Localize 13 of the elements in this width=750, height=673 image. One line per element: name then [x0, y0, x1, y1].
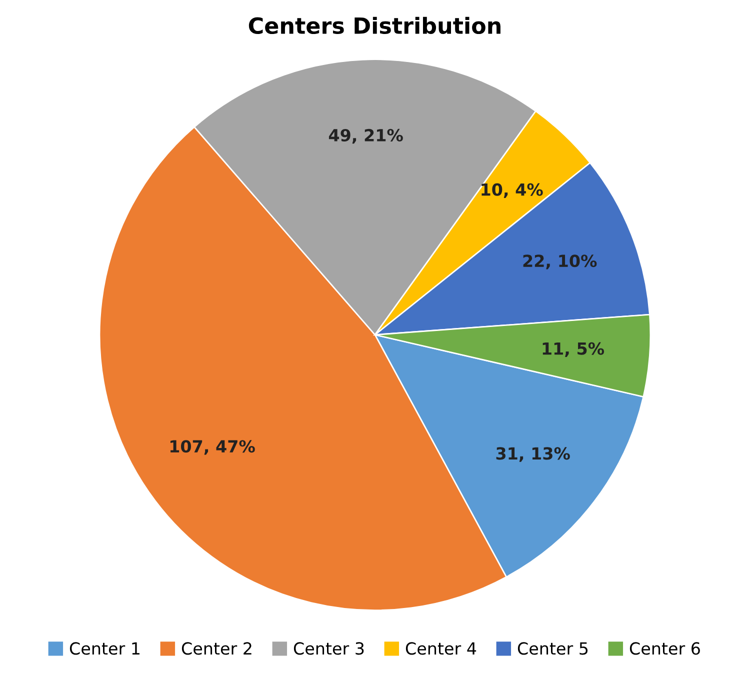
legend-label: Center 3: [294, 642, 364, 655]
legend-label: Center 1: [70, 642, 140, 655]
data-label: 49, 21%: [328, 128, 403, 144]
data-label: 11, 5%: [542, 342, 604, 357]
data-label: 22, 10%: [523, 254, 597, 270]
data-label: 107, 47%: [170, 440, 255, 455]
legend-label: Center 5: [518, 642, 588, 655]
chart-title: Centers Distribution: [248, 16, 500, 34]
legend-label: Center 6: [630, 642, 700, 655]
legend-label: Center 2: [182, 642, 252, 655]
data-label: 10, 4%: [482, 183, 543, 198]
legend-label: Center 4: [406, 642, 476, 655]
data-label: 31, 13%: [496, 447, 570, 462]
